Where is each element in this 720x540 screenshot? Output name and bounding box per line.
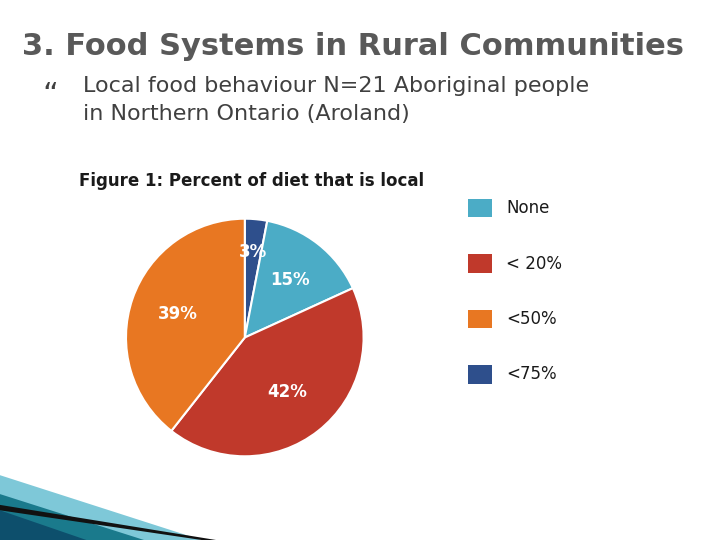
Bar [468, 310, 492, 328]
Wedge shape [245, 221, 353, 338]
Text: 42%: 42% [267, 383, 307, 401]
Text: < 20%: < 20% [506, 255, 562, 273]
Text: None: None [506, 199, 549, 217]
Text: 39%: 39% [158, 305, 197, 323]
Wedge shape [245, 219, 267, 338]
Polygon shape [0, 475, 202, 540]
Text: 3. Food Systems in Rural Communities: 3. Food Systems in Rural Communities [22, 32, 683, 61]
Text: “: “ [42, 81, 58, 110]
Text: Figure 1: Percent of diet that is local: Figure 1: Percent of diet that is local [79, 172, 425, 190]
Text: <50%: <50% [506, 310, 557, 328]
Bar [468, 254, 492, 273]
Polygon shape [0, 510, 86, 540]
Text: 15%: 15% [271, 271, 310, 288]
Wedge shape [171, 288, 364, 456]
Text: <75%: <75% [506, 366, 557, 383]
Text: 3%: 3% [239, 244, 267, 261]
Wedge shape [126, 219, 245, 431]
Text: Local food behaviour N=21 Aboriginal people
in Northern Ontario (Aroland): Local food behaviour N=21 Aboriginal peo… [83, 76, 589, 124]
Bar [468, 199, 492, 218]
Bar [468, 365, 492, 383]
Polygon shape [0, 505, 216, 540]
Polygon shape [0, 494, 144, 540]
